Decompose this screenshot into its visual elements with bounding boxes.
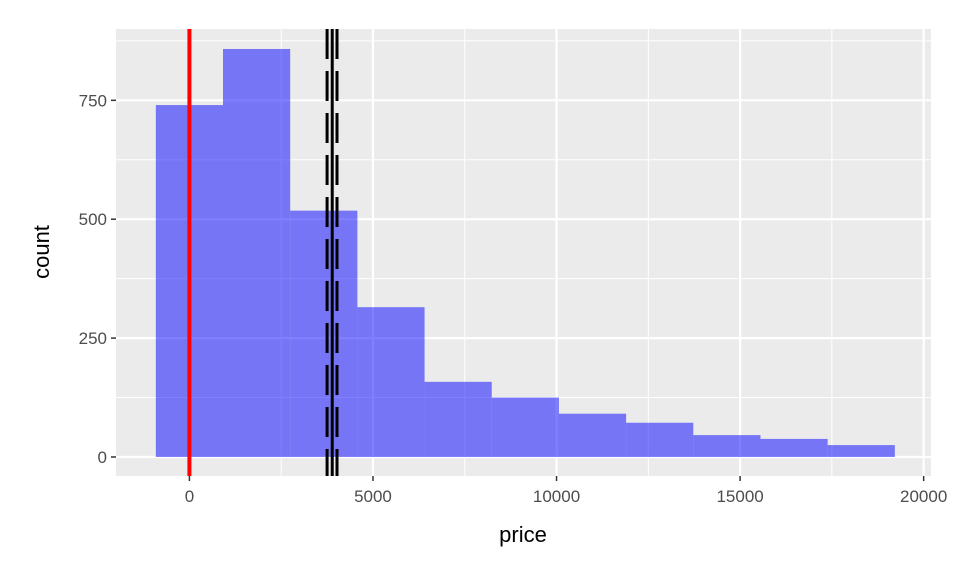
- x-tick-label: 10000: [533, 487, 580, 506]
- histogram-bar: [558, 413, 627, 457]
- histogram-bar: [693, 435, 761, 457]
- histogram-bar: [491, 397, 559, 457]
- histogram-bar: [626, 422, 694, 457]
- axes: 0 5000 10000 15000 20000 0 250 500 750: [79, 91, 948, 506]
- y-tick-label: 750: [79, 91, 107, 110]
- x-tick-label: 0: [185, 487, 194, 506]
- reference-lines: [187, 29, 339, 476]
- x-tick-label: 5000: [354, 487, 392, 506]
- x-axis-label: price: [499, 522, 547, 547]
- y-tick-label: 0: [98, 448, 107, 467]
- x-tick-label: 15000: [716, 487, 763, 506]
- y-tick-label: 250: [79, 329, 107, 348]
- histogram-bar: [760, 438, 828, 457]
- histogram-bar: [424, 381, 492, 457]
- histogram-bar: [290, 210, 358, 457]
- y-tick-label: 500: [79, 210, 107, 229]
- histogram-bar: [827, 445, 895, 457]
- x-tick-label: 20000: [900, 487, 947, 506]
- y-axis-label: count: [29, 225, 54, 279]
- histogram-bar: [223, 48, 291, 457]
- histogram-bar: [357, 307, 425, 457]
